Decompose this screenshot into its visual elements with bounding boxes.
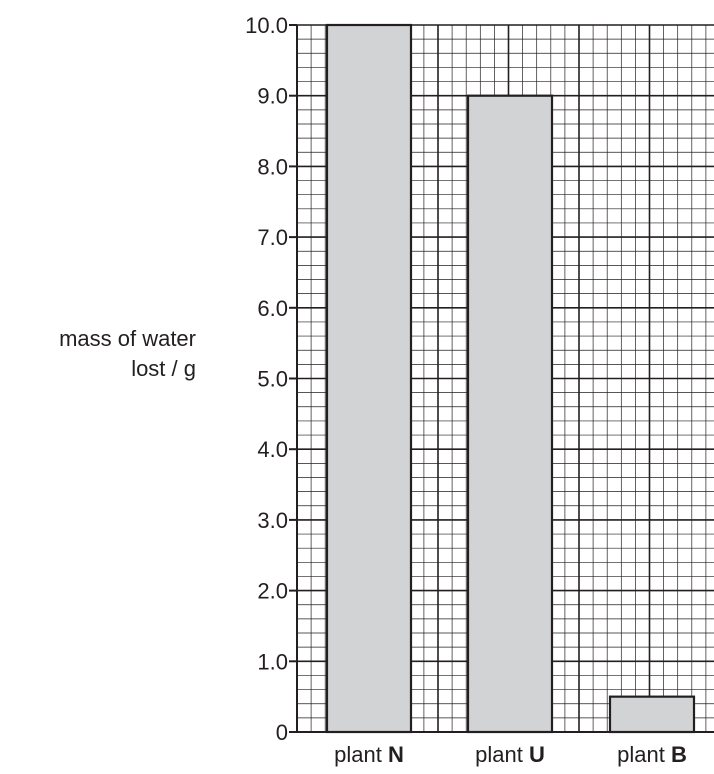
x-category-letter: U <box>529 742 545 767</box>
x-category-prefix: plant <box>475 742 529 767</box>
y-tick-label: 4.0 <box>257 437 288 462</box>
y-axis-label-line2: lost / g <box>131 356 196 381</box>
y-axis-label: mass of water lost / g <box>0 324 196 384</box>
bar-b <box>608 695 696 734</box>
y-tick-label: 3.0 <box>257 508 288 533</box>
x-category-label: plant B <box>617 742 687 767</box>
x-category-letter: N <box>388 742 404 767</box>
y-tick-label: 10.0 <box>245 13 288 38</box>
bars <box>325 23 696 734</box>
y-tick-labels: 0 1.0 2.0 3.0 4.0 5.0 6.0 7.0 8.0 9.0 10.0 <box>245 13 288 745</box>
y-tick-label: 9.0 <box>257 84 288 109</box>
y-tick-label: 8.0 <box>257 154 288 179</box>
x-category-label: plant N <box>334 742 404 767</box>
x-category-prefix: plant <box>334 742 388 767</box>
x-category-prefix: plant <box>617 742 671 767</box>
y-tick-label: 5.0 <box>257 367 288 392</box>
x-category-label: plant U <box>475 742 545 767</box>
y-axis-label-line1: mass of water <box>59 326 196 351</box>
bar-n <box>325 23 413 734</box>
y-axis <box>289 24 714 733</box>
bar-u <box>466 94 554 734</box>
y-tick-label: 1.0 <box>257 649 288 674</box>
y-tick-label: 2.0 <box>257 579 288 604</box>
y-tick-label: 0 <box>276 720 288 745</box>
y-tick-label: 7.0 <box>257 225 288 250</box>
x-category-letter: B <box>671 742 687 767</box>
y-tick-label: 6.0 <box>257 296 288 321</box>
